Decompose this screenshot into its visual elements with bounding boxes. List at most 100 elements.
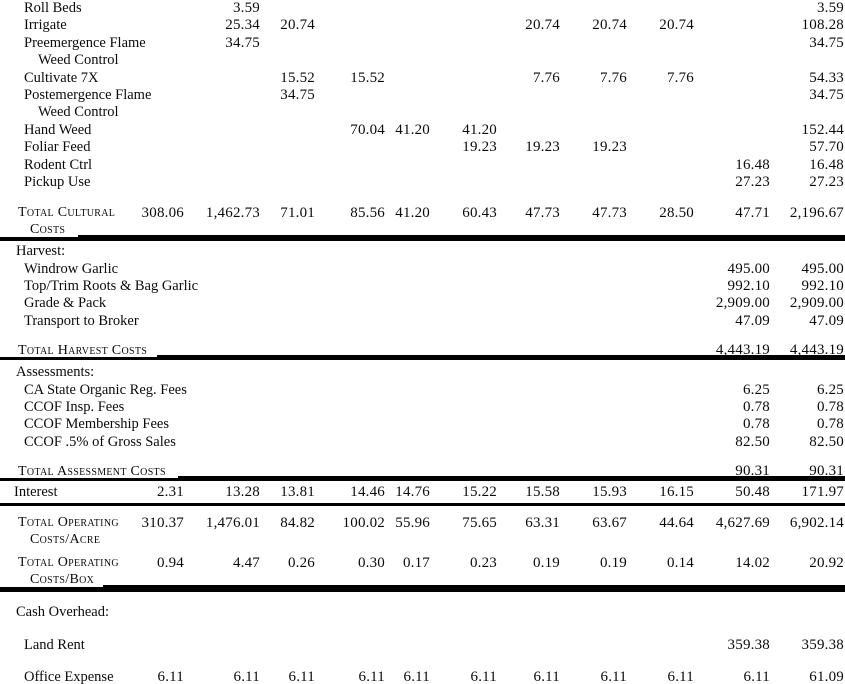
cell-value: 20.74 [592, 17, 627, 34]
total-row: Total Operating Costs/Box 0.94 4.47 0.26 0.30… [0, 555, 845, 588]
cell-value: 0.30 [357, 555, 385, 572]
cell-value: 4,443.19 [715, 342, 770, 359]
cell-value: 0.78 [742, 399, 770, 416]
table-row: CCOF Membership Fees 0.78 0.78 [0, 416, 845, 433]
table-row-continuation: Weed Control [0, 104, 845, 121]
row-label: Total Harvest Costs [18, 343, 148, 359]
cell-value: 13.81 [280, 484, 315, 501]
cell-value: 6.11 [403, 668, 430, 684]
table-rule [0, 587, 845, 593]
cell-value: 25.34 [225, 17, 260, 34]
cell-total-value: 992.10 [801, 278, 844, 295]
section-header-row: Assessments: [0, 364, 845, 381]
cell-value: 19.23 [592, 139, 627, 156]
row-label: Total Operating Costs/Acre [0, 515, 120, 548]
row-label: Office Expense [24, 668, 114, 684]
cell-value: 6.11 [533, 668, 560, 684]
table-row: Pickup Use 27.23 27.23 [0, 174, 845, 191]
row-label: Roll Beds [24, 0, 82, 16]
table-row: Land Rent 359.38 359.38 [0, 637, 845, 654]
cell-value: 1,462.73 [205, 205, 260, 222]
table-row: Rodent Ctrl 16.48 16.48 [0, 157, 845, 174]
row-label: Top/Trim Roots & Bag Garlic [24, 278, 199, 295]
cell-value: 0.17 [402, 555, 430, 572]
cell-value: 0.19 [599, 555, 627, 572]
table-row: Postemergence Flame 34.75 34.75 [0, 87, 845, 104]
cell-value: 310.37 [141, 515, 184, 532]
table-row: CCOF .5% of Gross Sales 82.50 82.50 [0, 434, 845, 451]
cell-value: 55.96 [395, 515, 430, 532]
row-label-line2: Costs/Box [30, 571, 95, 587]
row-label: Weed Control [38, 104, 119, 121]
table-rule-partial [157, 355, 845, 358]
cell-value: 50.48 [735, 484, 770, 501]
cell-total-value: 152.44 [801, 121, 844, 138]
row-label-line1: Total Operating [18, 515, 119, 531]
cell-total-value: 47.09 [809, 312, 844, 329]
row-label: Windrow Garlic [24, 260, 119, 277]
cell-value: 28.50 [659, 205, 694, 222]
row-label: Land Rent [24, 636, 85, 653]
cell-value: 6.11 [233, 668, 260, 684]
cell-total-value: 171.97 [801, 484, 844, 501]
cell-value: 100.02 [342, 515, 385, 532]
cell-value: 13.28 [225, 484, 260, 501]
cell-value: 6.11 [667, 668, 694, 684]
total-row: Total Operating Costs/Acre 310.37 1,476.01 8… [0, 515, 845, 548]
cell-value: 44.64 [659, 515, 694, 532]
cell-value: 6.11 [600, 668, 627, 684]
table-row: Transport to Broker 47.09 47.09 [0, 313, 845, 330]
cell-value: 992.10 [727, 278, 770, 295]
table-row-continuation: Weed Control [0, 52, 845, 69]
cell-total-value: 0.78 [816, 399, 844, 416]
row-label: CCOF Insp. Fees [24, 399, 125, 416]
cell-value: 75.65 [462, 515, 497, 532]
row-label: Transport to Broker [24, 312, 139, 329]
row-label: Cultivate 7X [24, 69, 99, 86]
row-label: Hand Weed [24, 121, 92, 138]
row-label-line1: Total Cultural [18, 205, 116, 221]
table-row: CA State Organic Reg. Fees 6.25 6.25 [0, 382, 845, 399]
cell-value: 41.20 [395, 205, 430, 222]
cell-value: 0.26 [287, 555, 315, 572]
cell-value: 4,627.69 [715, 515, 770, 532]
table-rule [0, 357, 845, 361]
table-row: Windrow Garlic 495.00 495.00 [0, 261, 845, 278]
cell-value: 308.06 [141, 205, 184, 222]
cell-value: 19.23 [525, 139, 560, 156]
cell-value: 41.20 [462, 121, 497, 138]
table-rule [0, 237, 845, 242]
cell-value: 16.48 [735, 156, 770, 173]
row-label: Rodent Ctrl [24, 156, 93, 173]
row-label: Foliar Feed [24, 139, 91, 156]
table-row: Preemergence Flame 34.75 34.75 [0, 35, 845, 52]
row-label: CCOF .5% of Gross Sales [24, 433, 176, 450]
cell-value: 47.73 [592, 205, 627, 222]
cell-total-value: 6,902.14 [789, 515, 844, 532]
cell-value: 1,476.01 [205, 515, 260, 532]
row-label: Weed Control [38, 52, 119, 69]
section-header-row: Harvest: [0, 243, 845, 260]
row-label: CA State Organic Reg. Fees [24, 381, 187, 398]
interest-row: Interest 2.31 13.28 13.81 14.46 14.76 15.22 15.… [0, 484, 845, 500]
cell-total-value: 20.92 [809, 555, 844, 572]
row-label: Total Operating Costs/Box [0, 555, 120, 588]
cell-value: 3.59 [232, 0, 260, 16]
cell-value: 19.23 [462, 139, 497, 156]
table-rule-partial [78, 235, 845, 238]
cell-total-value: 2,196.67 [789, 205, 844, 222]
cell-value: 7.76 [666, 69, 694, 86]
table-row: Hand Weed 70.04 41.20 41.20 152.44 [0, 122, 845, 139]
row-label: Grade & Pack [24, 295, 107, 312]
row-label: Pickup Use [24, 173, 91, 190]
cell-value: 16.15 [659, 484, 694, 501]
section-header-label: Harvest: [16, 243, 66, 260]
cell-value: 6.25 [742, 381, 770, 398]
cell-value: 63.67 [592, 515, 627, 532]
cell-value: 70.04 [350, 121, 385, 138]
cell-total-value: 27.23 [809, 173, 844, 190]
total-row: Total Assessment Costs 90.31 90.31 [0, 464, 845, 480]
table-row: CCOF Insp. Fees 0.78 0.78 [0, 399, 845, 416]
cell-value: 0.19 [532, 555, 560, 572]
